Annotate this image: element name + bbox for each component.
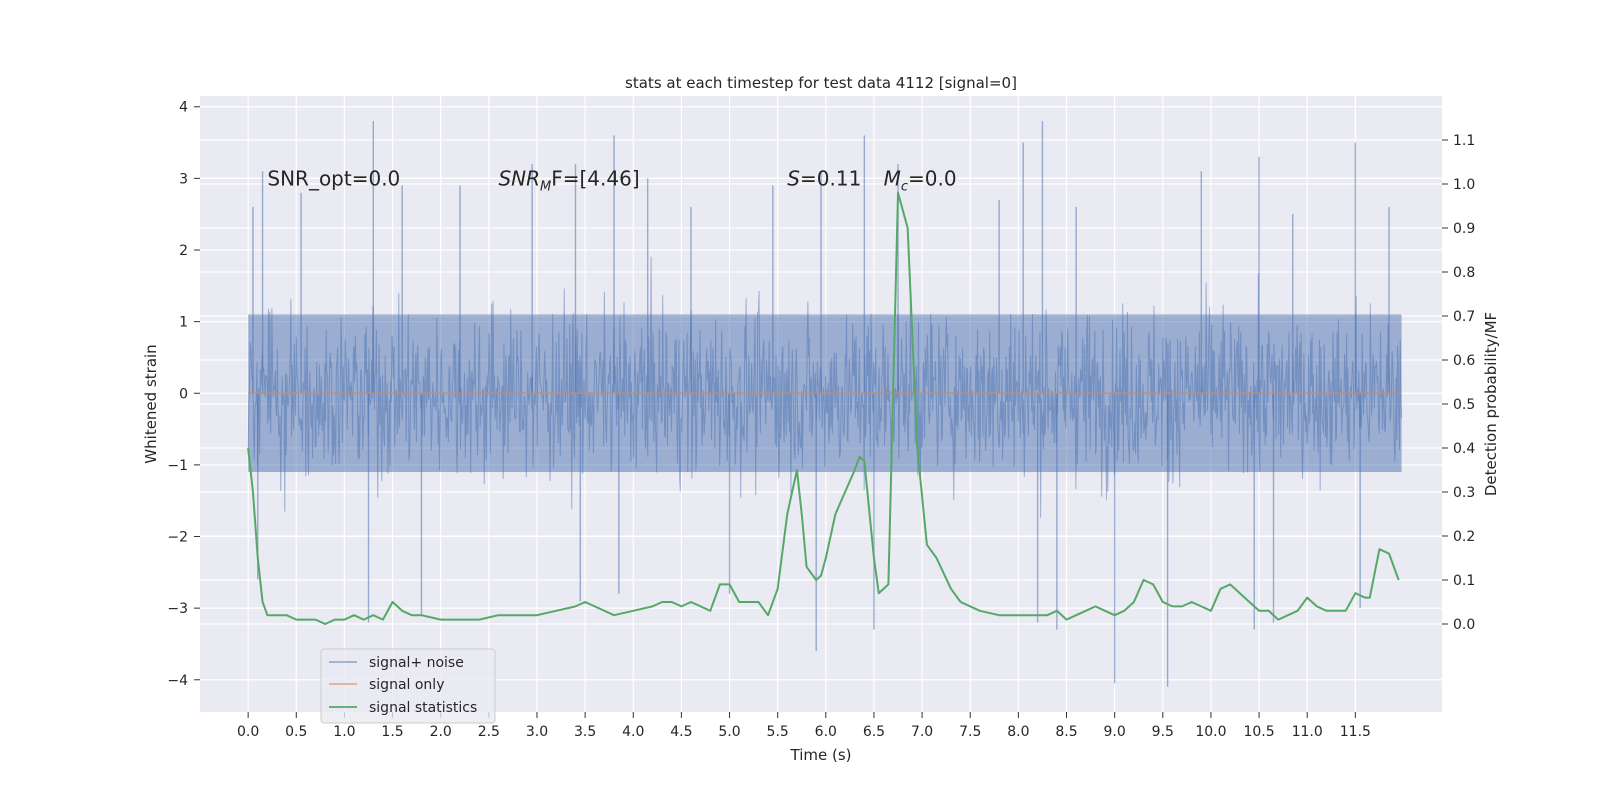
x-tick-label: 11.5: [1340, 724, 1371, 740]
y-right-tick-label: 0.4: [1453, 441, 1475, 457]
x-tick-label: 9.0: [1104, 724, 1126, 740]
y-right-tick-label: 0.6: [1453, 353, 1475, 369]
x-tick-label: 10.0: [1195, 724, 1226, 740]
x-tick-label: 3.0: [526, 724, 548, 740]
x-tick-label: 2.0: [430, 724, 452, 740]
legend-label-signal-statistics: signal statistics: [369, 700, 477, 716]
y-tick-label: −2: [167, 530, 188, 546]
y-tick-label: 0: [179, 386, 188, 402]
y-right-tick-label: 1.0: [1453, 177, 1475, 193]
y-right-axis-ticks: 0.0 0.1 0.2 0.3 0.4 0.5 0.6 0.7 0.8 0.9 1.0 1.1: [1442, 133, 1475, 633]
x-tick-label: 1.5: [381, 724, 403, 740]
annotation-text: SNR_opt=0.0: [267, 166, 400, 190]
y-right-tick-label: 0.5: [1453, 397, 1475, 413]
y-right-tick-label: 0.0: [1453, 617, 1475, 633]
annotation-text: SNRMF=[4.46]: [498, 166, 639, 194]
y-right-tick-label: 0.1: [1453, 573, 1475, 589]
y-right-tick-label: 0.7: [1453, 309, 1475, 325]
y-axis-label: Whitened strain: [142, 344, 160, 463]
y-tick-label: 2: [179, 243, 188, 259]
x-tick-label: 5.0: [718, 724, 740, 740]
x-tick-label: 4.5: [670, 724, 692, 740]
y-tick-label: 3: [179, 171, 188, 187]
x-tick-label: 7.0: [911, 724, 933, 740]
y-right-tick-label: 1.1: [1453, 133, 1475, 149]
x-tick-label: 6.5: [863, 724, 885, 740]
x-tick-label: 8.0: [1007, 724, 1029, 740]
annotations: SNR_opt=0.0 SNRMF=[4.46] S=0.11 Mc=0.0: [267, 166, 956, 194]
y-right-axis-label: Detection probability/MF: [1482, 312, 1500, 496]
y-right-tick-label: 0.3: [1453, 485, 1475, 501]
legend-label-signal-noise: signal+ noise: [369, 655, 464, 671]
chart-title: stats at each timestep for test data 411…: [625, 74, 1017, 92]
y-tick-label: 4: [179, 100, 188, 116]
x-tick-label: 0.5: [285, 724, 307, 740]
noise-trace: [247, 256, 1403, 518]
x-tick-label: 1.0: [333, 724, 355, 740]
series-signal-statistics: [247, 191, 1400, 625]
y-right-tick-label: 0.9: [1453, 221, 1475, 237]
x-tick-label: 0.0: [237, 724, 259, 740]
x-tick-label: 6.0: [815, 724, 837, 740]
legend-frame: [320, 648, 496, 724]
y-tick-label: −3: [167, 601, 188, 617]
y-right-tick-label: 0.2: [1453, 529, 1475, 545]
x-tick-label: 5.5: [767, 724, 789, 740]
x-tick-label: 3.5: [574, 724, 596, 740]
y-tick-label: −1: [167, 458, 188, 474]
legend-label-signal-only: signal only: [369, 677, 444, 693]
x-tick-label: 10.5: [1243, 724, 1274, 740]
x-tick-label: 7.5: [959, 724, 981, 740]
x-tick-label: 4.0: [622, 724, 644, 740]
x-tick-label: 11.0: [1292, 724, 1323, 740]
y-axis-ticks: −4 −3 −2 −1 0 1 2 3 4: [167, 100, 200, 689]
y-tick-label: −4: [167, 673, 188, 689]
y-tick-label: 1: [179, 315, 188, 331]
x-tick-label: 9.5: [1152, 724, 1174, 740]
signal-statistics-line: [247, 191, 1400, 625]
x-axis-label: Time (s): [790, 746, 852, 764]
x-tick-label: 8.5: [1055, 724, 1077, 740]
annotation-text: Mc=0.0: [884, 166, 957, 194]
y-right-tick-label: 0.8: [1453, 265, 1475, 281]
annotation-text: S=0.11: [787, 166, 861, 190]
legend: signal+ noise signal only signal statist…: [320, 648, 496, 724]
x-axis-ticks: 0.0 0.5 1.0 1.5 2.0 2.5 3.0 3.5 4.0 4.5 5.0 5.5 6.0 6…: [237, 712, 1371, 740]
x-tick-label: 2.5: [478, 724, 500, 740]
